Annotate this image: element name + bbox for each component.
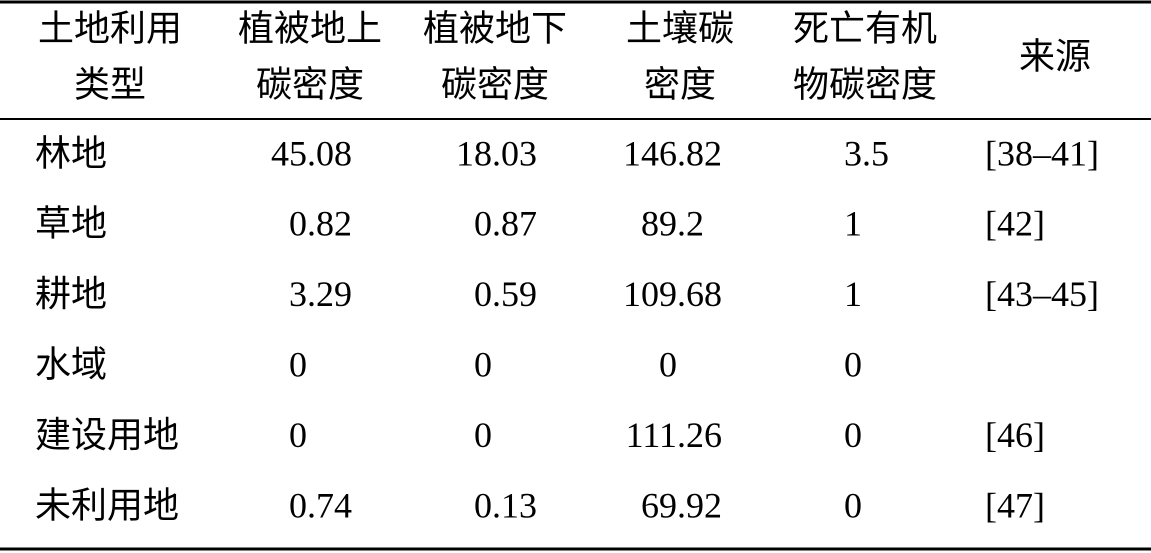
row-label: 草地 [35,204,107,244]
header-cell: 物碳密度 [793,64,937,104]
row-label: 建设用地 [35,415,179,455]
header-cell: 碳密度 [441,64,549,104]
header-cell: 类型 [74,64,146,104]
value-cell: 1 [844,204,862,244]
value-cell: 89.2 [641,204,704,244]
header-cell: 土壤碳 [626,8,734,48]
value-cell: 69.92 [641,485,722,525]
value-cell: 0 [844,485,862,525]
value-cell: 0 [474,415,492,455]
header-cell: 植被地下 [423,8,567,48]
value-cell: 0.82 [289,204,352,244]
value-cell: 146.82 [623,133,722,173]
header-cell: 碳密度 [256,64,364,104]
value-cell: 0 [474,344,492,384]
value-cell: 3.29 [289,274,352,314]
value-cell: 0 [844,415,862,455]
source-cell: [38–41] [985,133,1099,173]
row-label: 未利用地 [35,485,179,525]
source-cell: [46] [985,415,1045,455]
row-label: 林地 [35,133,107,173]
value-cell: 0.74 [289,485,352,525]
header-cell: 死亡有机 [793,8,937,48]
value-cell: 3.5 [844,133,889,173]
value-cell: 0 [289,344,307,384]
value-cell: 45.08 [271,133,352,173]
source-cell: [42] [985,204,1045,244]
header-cell: 土地利用 [38,8,182,48]
header-cell: 来源 [1019,36,1091,76]
value-cell: 0.87 [474,204,537,244]
source-cell: [43–45] [985,274,1099,314]
value-cell: 0.13 [474,485,537,525]
value-cell: 109.68 [623,274,722,314]
row-label: 耕地 [35,274,107,314]
value-cell: 0 [844,344,862,384]
value-cell: 1 [844,274,862,314]
value-cell: 0 [659,344,677,384]
header-cell: 植被地上 [238,8,382,48]
value-cell: 0.59 [474,274,537,314]
source-cell: [47] [985,485,1045,525]
header-cell: 密度 [644,64,716,104]
value-cell: 18.03 [456,133,537,173]
value-cell: 0 [289,415,307,455]
row-label: 水域 [35,344,107,384]
value-cell: 111.26 [626,415,722,455]
